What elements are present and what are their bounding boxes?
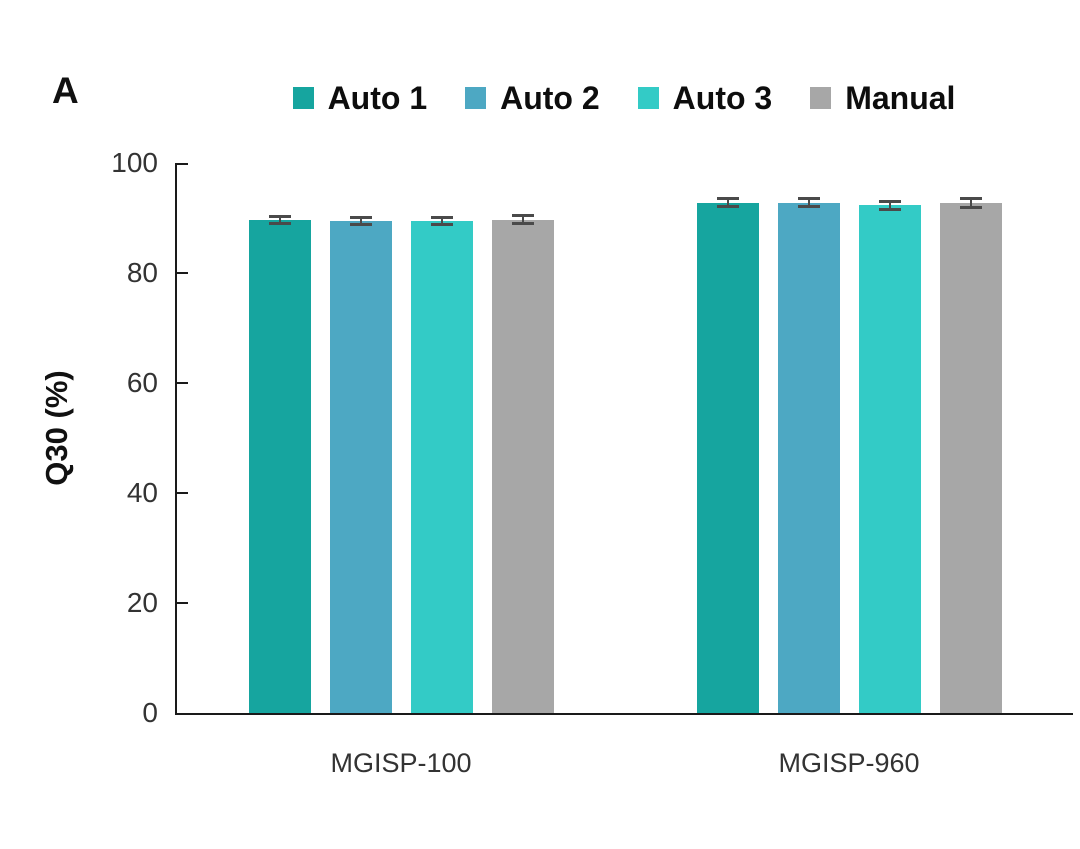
bar [777,202,840,713]
error-bar-cap-bottom [716,204,739,208]
legend-item: Auto 2 [465,82,600,114]
legend-label: Manual [845,80,956,116]
error-bar-stem [807,197,810,208]
error-bar-cap-bottom [511,221,534,225]
legend-swatch [292,87,314,109]
y-tick-label: 20 [126,587,158,618]
error-bar-stem [278,215,281,226]
legend-item: Manual [810,82,955,114]
error-bar [430,215,453,226]
error-bar-cap-bottom [349,223,372,227]
bar [491,219,554,713]
y-axis-tick [177,492,188,494]
error-bar-stem [521,214,524,225]
error-bar [959,197,982,209]
legend-label: Auto 3 [672,80,773,116]
x-category-label: MGISP-960 [778,748,920,778]
legend: Auto 1 Auto 2 Auto 3 Manual [175,80,1073,116]
bar [410,220,473,713]
error-bar-stem [888,200,891,211]
legend-swatch [810,87,832,109]
y-axis-tick [177,382,188,384]
error-bar-stem [359,216,362,227]
error-bar-stem [440,215,443,226]
y-tick-label: 0 [142,697,158,728]
legend-item: Auto 3 [637,80,773,116]
y-axis-tick [177,163,188,165]
error-bar-stem [969,197,972,209]
bar [858,205,921,713]
bar [939,203,1002,713]
panel-label: A [52,70,79,111]
legend-label: Auto 1 [327,80,428,116]
legend-swatch [465,87,487,109]
error-bar-cap-bottom [430,222,453,226]
error-bar-stem [726,197,729,208]
legend-item: Auto 1 [292,80,428,116]
error-bar [349,216,372,227]
y-tick-label: 80 [126,257,158,288]
y-axis-tick [177,272,188,274]
y-axis-tick [177,602,188,604]
bar [248,220,311,713]
y-tick-label: 40 [126,477,158,508]
y-tick-label: 100 [111,147,158,178]
error-bar [878,200,901,211]
plot-area [175,163,1073,715]
error-bar-cap-bottom [268,222,291,226]
bar [329,221,392,713]
legend-swatch [637,87,659,109]
bar [696,202,759,713]
legend-label: Auto 2 [500,80,600,116]
error-bar-cap-bottom [878,207,901,211]
error-bar [716,197,739,208]
error-bar [511,214,534,225]
error-bar [797,197,820,208]
x-category-label: MGISP-100 [330,748,472,778]
error-bar-cap-bottom [959,205,982,209]
y-tick-label: 60 [126,367,158,398]
error-bar-cap-bottom [797,204,820,208]
error-bar [268,215,291,226]
